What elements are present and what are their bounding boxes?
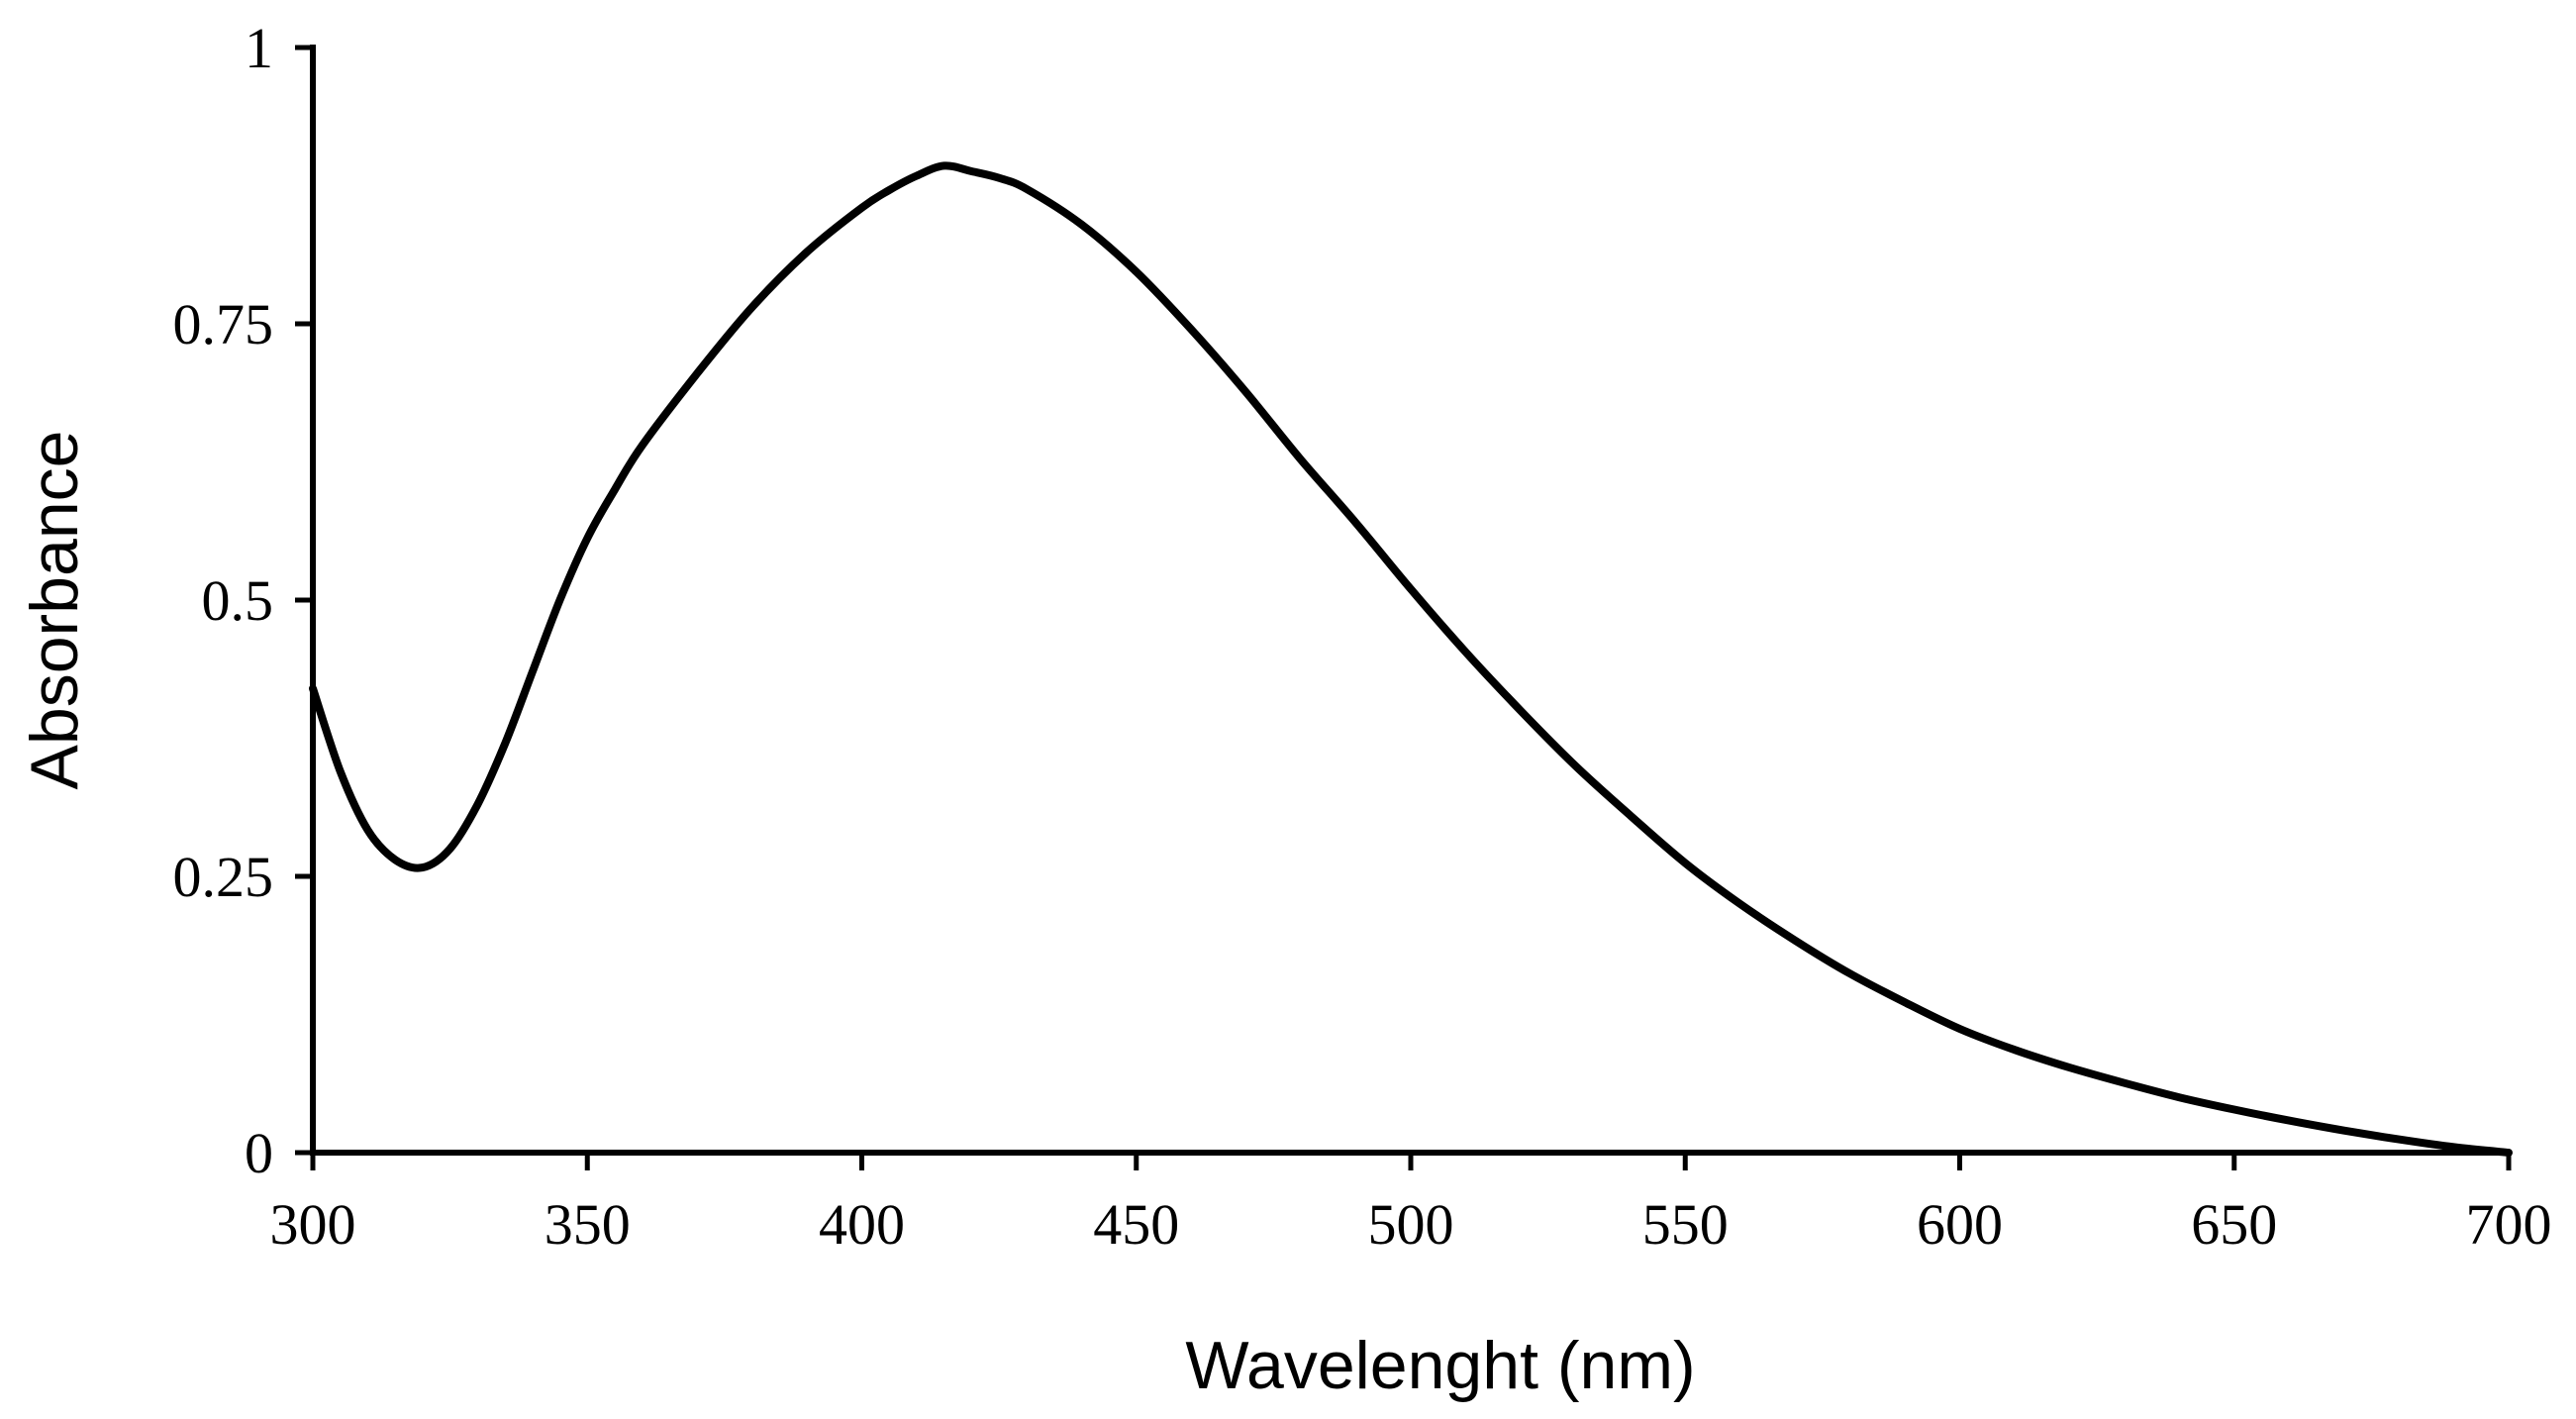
x-tick-label: 600 <box>1917 1192 2003 1257</box>
x-tick-label: 550 <box>1642 1192 1729 1257</box>
x-tick-label: 500 <box>1368 1192 1454 1257</box>
series-layer <box>309 161 2513 1157</box>
x-axis-title: Wavelenght (nm) <box>1185 1328 1695 1403</box>
y-tick-label: 0 <box>245 1121 273 1185</box>
y-tick-label: 0.5 <box>202 568 274 633</box>
y-axis-ticks: 0 0.25 0.5 0.75 1 <box>173 16 313 1185</box>
x-axis-ticks: 300 350 400 450 500 550 600 650 700 <box>270 1153 2552 1257</box>
series-line-absorbance <box>309 161 2513 1157</box>
x-tick-label: 400 <box>819 1192 905 1257</box>
y-tick-label: 0.25 <box>173 845 274 909</box>
x-tick-label: 650 <box>2191 1192 2277 1257</box>
x-tick-label: 450 <box>1093 1192 1179 1257</box>
y-axis-title: Absorbance <box>17 431 92 790</box>
y-tick-label: 1 <box>245 16 273 80</box>
y-tick-label: 0.75 <box>173 292 274 356</box>
x-tick-label: 300 <box>270 1192 356 1257</box>
x-tick-label: 350 <box>545 1192 631 1257</box>
x-tick-label: 700 <box>2466 1192 2552 1257</box>
